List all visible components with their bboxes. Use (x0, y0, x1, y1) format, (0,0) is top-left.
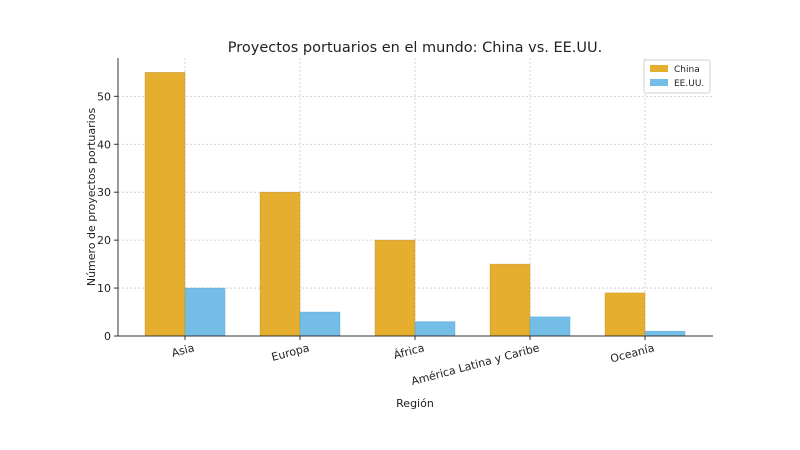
x-tick-label: Europa (270, 341, 311, 364)
chart-title: Proyectos portuarios en el mundo: China … (228, 40, 603, 56)
legend-label-china: China (674, 65, 700, 75)
bar-eeuu-4 (644, 330, 686, 337)
y-tick-label: 20 (97, 234, 111, 247)
legend-swatch-eeuu (650, 79, 668, 86)
bar-eeuu-1 (299, 311, 341, 337)
legend: China EE.UU. (643, 59, 711, 94)
bars (144, 72, 686, 337)
y-tick-label: 0 (104, 330, 111, 343)
y-tick-label: 10 (97, 282, 111, 295)
bar-china-1 (259, 191, 301, 337)
bar-eeuu-0 (184, 287, 226, 337)
x-tick-label: América Latina y Caribe (410, 341, 541, 388)
bar-eeuu-2 (414, 321, 456, 337)
bar-china-4 (604, 292, 646, 337)
x-tick-label: África (392, 341, 426, 362)
bar-china-3 (489, 263, 531, 337)
y-ticks: 0 10 20 30 40 50 (97, 90, 118, 343)
y-tick-label: 30 (97, 186, 111, 199)
y-axis-label: Número de proyectos portuarios (85, 108, 98, 287)
legend-label-eeuu: EE.UU. (674, 79, 704, 89)
bar-eeuu-3 (529, 316, 571, 337)
bar-china-2 (374, 239, 416, 337)
x-tick-label: Oceanía (609, 341, 656, 365)
bar-china-0 (144, 72, 186, 337)
x-axis-label: Región (396, 397, 434, 410)
y-tick-label: 50 (97, 90, 111, 103)
legend-swatch-china (650, 65, 668, 72)
grid (118, 58, 713, 336)
x-tick-label: Asia (170, 341, 196, 360)
y-tick-label: 40 (97, 138, 111, 151)
